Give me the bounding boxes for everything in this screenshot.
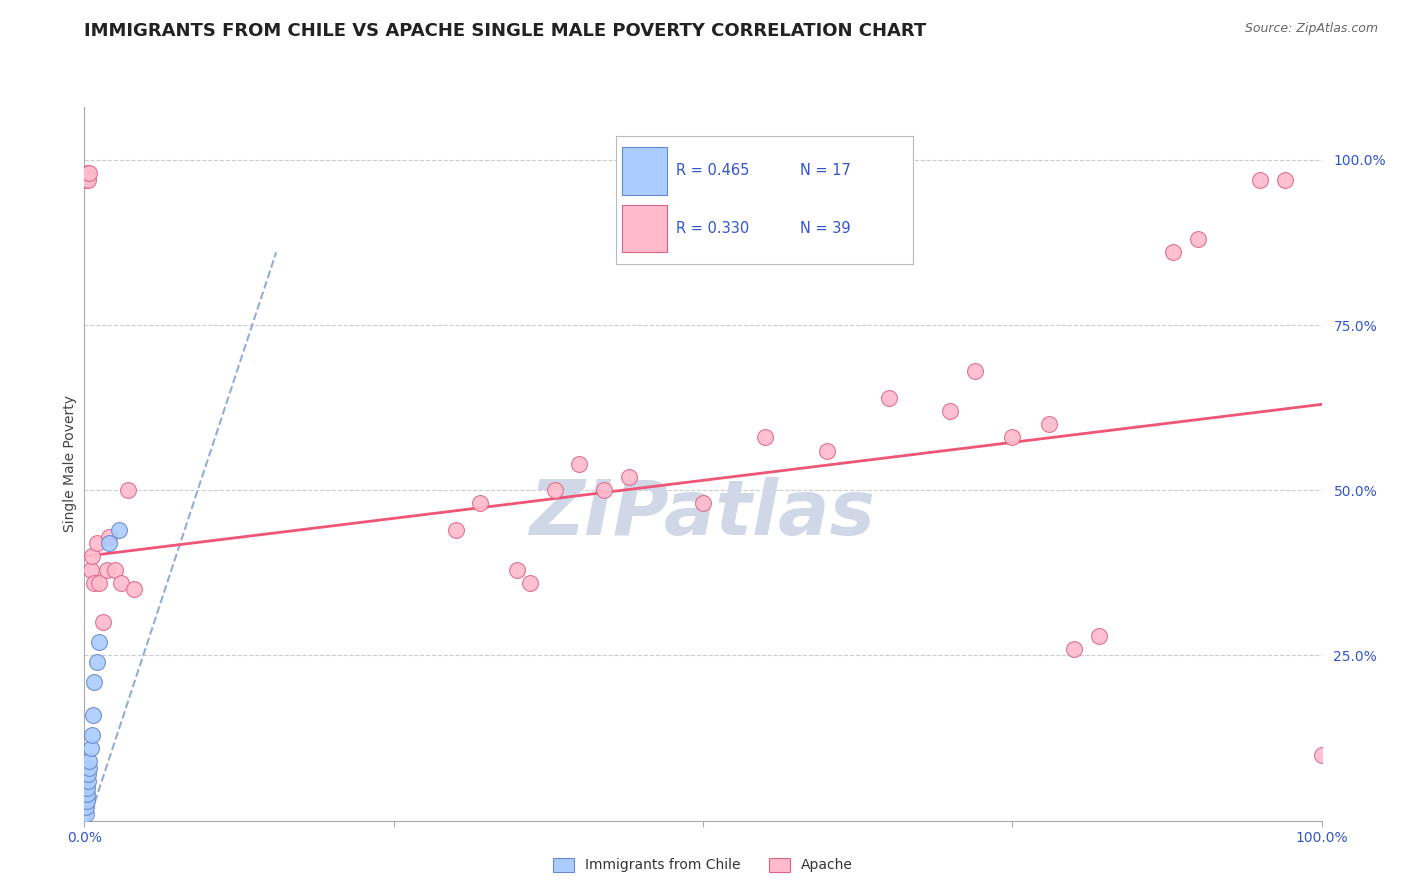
Point	[815, 443, 838, 458]
Point	[79, 754, 101, 768]
Point	[98, 536, 121, 550]
Point	[77, 172, 100, 186]
Point	[75, 800, 97, 814]
Point	[754, 430, 776, 444]
Point	[77, 767, 100, 781]
Point	[117, 483, 139, 498]
Point	[1001, 430, 1024, 444]
Point	[91, 615, 114, 630]
Point	[543, 483, 565, 498]
Point	[76, 794, 98, 808]
Point	[1038, 417, 1060, 432]
Point	[617, 470, 640, 484]
Point	[593, 483, 616, 498]
Point	[83, 575, 105, 590]
Y-axis label: Single Male Poverty: Single Male Poverty	[63, 395, 77, 533]
Point	[96, 563, 118, 577]
Point	[506, 563, 529, 577]
Point	[79, 166, 101, 180]
Point	[80, 728, 103, 742]
Point	[89, 635, 111, 649]
Point	[444, 523, 467, 537]
Point	[76, 780, 98, 795]
Point	[1161, 245, 1184, 260]
Point	[76, 166, 98, 180]
Point	[692, 496, 714, 510]
Point	[519, 575, 541, 590]
Point	[1187, 232, 1209, 246]
Point	[470, 496, 492, 510]
Point	[98, 529, 121, 543]
Point	[1088, 629, 1111, 643]
Point	[110, 575, 132, 590]
Point	[104, 563, 127, 577]
Legend: Immigrants from Chile, Apache: Immigrants from Chile, Apache	[548, 852, 858, 878]
Point	[89, 575, 111, 590]
Point	[86, 536, 108, 550]
Point	[79, 761, 101, 775]
Point	[75, 807, 97, 822]
Point	[1310, 747, 1333, 762]
Point	[108, 523, 131, 537]
Point	[80, 549, 103, 564]
Point	[122, 582, 145, 597]
Point	[1063, 641, 1085, 656]
Text: Source: ZipAtlas.com: Source: ZipAtlas.com	[1244, 22, 1378, 36]
Point	[877, 391, 900, 405]
Point	[82, 707, 104, 722]
Point	[76, 787, 98, 801]
Point	[1274, 172, 1296, 186]
Point	[79, 741, 101, 756]
Text: IMMIGRANTS FROM CHILE VS APACHE SINGLE MALE POVERTY CORRELATION CHART: IMMIGRANTS FROM CHILE VS APACHE SINGLE M…	[84, 22, 927, 40]
Point	[1249, 172, 1271, 186]
Point	[83, 674, 105, 689]
Text: ZIPatlas: ZIPatlas	[530, 477, 876, 550]
Point	[568, 457, 591, 471]
Point	[75, 172, 97, 186]
Point	[77, 774, 100, 789]
Point	[965, 364, 987, 378]
Point	[79, 563, 101, 577]
Point	[86, 655, 108, 669]
Point	[939, 404, 962, 418]
